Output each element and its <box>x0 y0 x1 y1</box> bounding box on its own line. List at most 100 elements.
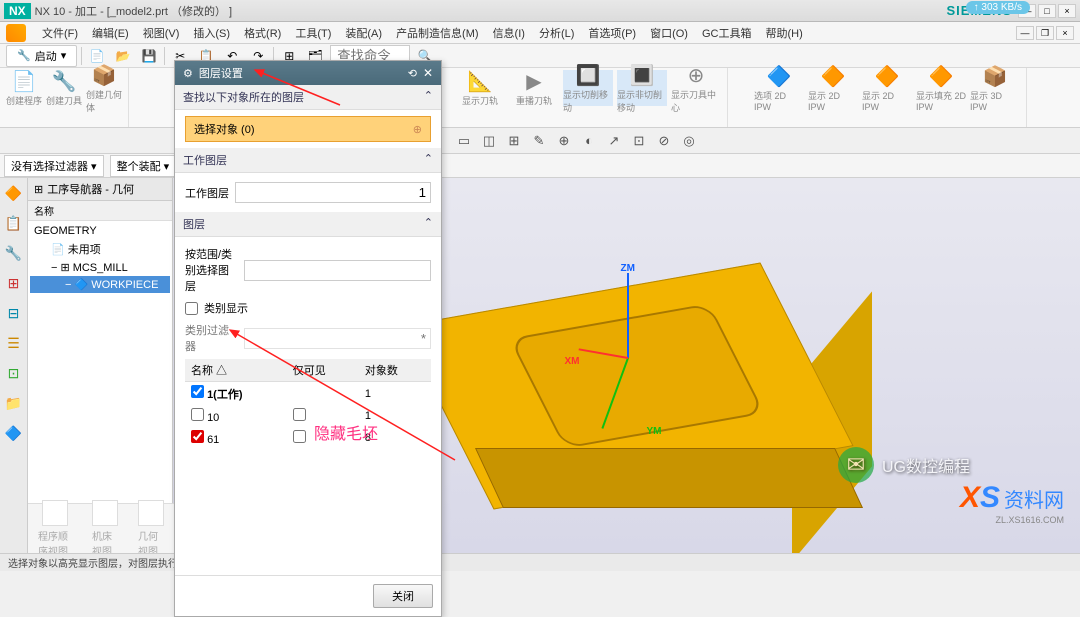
col-name[interactable]: 名称 △ <box>185 359 287 382</box>
dialog-close[interactable]: ✕ <box>423 66 433 80</box>
layer-10-check[interactable] <box>191 408 204 421</box>
layer-61-vis[interactable] <box>293 430 306 443</box>
rb-show-2dipw2[interactable]: 🔶显示 2D IPW <box>862 70 912 106</box>
category-filter-input[interactable] <box>244 328 431 349</box>
menu-info[interactable]: 信息(I) <box>487 23 531 43</box>
wm-text: UG数控编程 <box>882 453 970 477</box>
nav-column-header[interactable]: 名称 <box>28 201 172 221</box>
rail-b9[interactable]: 🔷 <box>3 422 25 444</box>
menu-edit[interactable]: 编辑(E) <box>86 23 135 43</box>
rb-lbl: 显示刀轨 <box>462 94 498 107</box>
launch-label: 启动 <box>35 48 57 64</box>
rail-b7[interactable]: ⊡ <box>3 362 25 384</box>
st-b3[interactable]: ⊞ <box>503 130 525 152</box>
network-speed-badge: ↑ 303 KB/s <box>966 1 1030 14</box>
menu-gc[interactable]: GC工具箱 <box>696 23 758 43</box>
wechat-watermark: ✉ UG数控编程 <box>838 447 970 483</box>
section-layers[interactable]: 图层⌃ <box>175 212 441 237</box>
rb-cut-move[interactable]: 🔲显示切削移动 <box>563 70 613 106</box>
rb-replay[interactable]: ▶重播刀轨 <box>509 70 559 106</box>
st-b2[interactable]: ◫ <box>478 130 500 152</box>
col-count[interactable]: 对象数 <box>359 359 431 382</box>
layer-10-vis[interactable] <box>293 408 306 421</box>
range-input[interactable] <box>244 260 431 281</box>
select-object-row[interactable]: 选择对象 (0) ⊕ <box>185 116 431 142</box>
menu-tools[interactable]: 工具(T) <box>289 23 337 43</box>
rail-hist[interactable]: ⊞ <box>3 272 25 294</box>
rb-tool-center[interactable]: ⊕显示刀具中心 <box>671 70 721 106</box>
rail-b8[interactable]: 📁 <box>3 392 25 414</box>
layer-61-check[interactable] <box>191 430 204 443</box>
menu-pmi[interactable]: 产品制造信息(M) <box>390 23 485 43</box>
rb-3dipw[interactable]: 📦显示 3D IPW <box>970 70 1020 106</box>
rb-fill-2dipw[interactable]: 🔶显示填充 2D IPW <box>916 70 966 106</box>
st-b6[interactable]: ◐ <box>578 130 600 152</box>
section-find-layer[interactable]: 查找以下对象所在的图层⌃ <box>175 85 441 110</box>
rb-create-program[interactable]: 📄创建程序 <box>6 70 42 106</box>
st-b8[interactable]: ⊡ <box>628 130 650 152</box>
menu-format[interactable]: 格式(R) <box>238 23 287 43</box>
rb-create-geom[interactable]: 📦创建几何体 <box>86 70 122 106</box>
doc-restore[interactable]: ❐ <box>1036 26 1054 40</box>
launch-button[interactable]: 🔧 启动 ▾ <box>6 45 77 67</box>
rail-reuse[interactable]: 🔧 <box>3 242 25 264</box>
doc-minimize[interactable]: — <box>1016 26 1034 40</box>
maximize-button[interactable]: □ <box>1038 4 1056 18</box>
rb-create-tool[interactable]: 🔧创建刀具 <box>46 70 82 106</box>
target-icon: ⊕ <box>413 123 422 136</box>
menu-window[interactable]: 窗口(O) <box>644 23 694 43</box>
pin-icon[interactable]: ⟲ <box>408 67 417 80</box>
doc-close[interactable]: × <box>1056 26 1074 40</box>
work-layer-input[interactable] <box>235 182 431 203</box>
st-b4[interactable]: ✎ <box>528 130 550 152</box>
st-b9[interactable]: ⊘ <box>653 130 675 152</box>
layer-row-61[interactable]: 61 8 <box>185 427 431 449</box>
st-b7[interactable]: ↗ <box>603 130 625 152</box>
tree-unused[interactable]: 📄 未用项 <box>30 239 170 259</box>
rb-show-toolpath[interactable]: 📐显示刀轨 <box>455 70 505 106</box>
main-area: 🔶 📋 🔧 ⊞ ⊟ ☰ ⊡ 📁 🔷 ⊞ 工序导航器 - 几何 名称 GEOMET… <box>0 178 1080 553</box>
thumb-geometry[interactable]: 几何视图 <box>138 500 164 558</box>
col-visible[interactable]: 仅可见 <box>287 359 359 382</box>
close-button[interactable]: × <box>1058 4 1076 18</box>
layer-1-check[interactable] <box>191 385 204 398</box>
st-b1[interactable]: ▭ <box>453 130 475 152</box>
menu-prefs[interactable]: 首选项(P) <box>582 23 642 43</box>
rb-noncut-move[interactable]: 🔳显示非切削移动 <box>617 70 667 106</box>
rail-roles[interactable]: ⊟ <box>3 302 25 324</box>
menu-view[interactable]: 视图(V) <box>137 23 186 43</box>
tree-workpiece[interactable]: − 🔷 WORKPIECE <box>30 276 170 293</box>
category-display-check[interactable] <box>185 302 198 315</box>
selection-filter[interactable]: 没有选择过滤器 ▾ <box>4 155 104 177</box>
rb-lbl: 显示 2D IPW <box>862 89 912 112</box>
layer-row-1[interactable]: 1(工作) 1 <box>185 382 431 406</box>
collapse-icon: ⌃ <box>424 216 433 232</box>
menu-insert[interactable]: 插入(S) <box>187 23 236 43</box>
dialog-titlebar[interactable]: ⚙ 图层设置 ⟲ ✕ <box>175 61 441 85</box>
rb-opt-2dipw[interactable]: 🔷选项 2D IPW <box>754 70 804 106</box>
menu-assembly[interactable]: 装配(A) <box>339 23 388 43</box>
xs-url: ZL.XS1616.COM <box>960 515 1064 525</box>
ipw-icon: 🔷 <box>767 64 792 89</box>
dialog-close-button[interactable]: 关闭 <box>373 584 433 608</box>
st-b5[interactable]: ⊕ <box>553 130 575 152</box>
layer-row-10[interactable]: 10 1 <box>185 405 431 427</box>
rb-lbl: 重播刀轨 <box>516 94 552 107</box>
tool-icon: 🔧 <box>52 69 77 94</box>
status-bar: 选择对象以高亮显示图层，对图层执行 MB3 以修改对象移动/复制到图层 <box>0 553 1080 571</box>
menu-analysis[interactable]: 分析(L) <box>533 23 580 43</box>
menu-file[interactable]: 文件(F) <box>36 23 84 43</box>
tree-geometry[interactable]: GEOMETRY <box>30 223 170 239</box>
tree-mcs[interactable]: − ⊞ MCS_MILL <box>30 259 170 276</box>
rail-part[interactable]: 📋 <box>3 212 25 234</box>
rb-show-2dipw[interactable]: 🔶显示 2D IPW <box>808 70 858 106</box>
menu-help[interactable]: 帮助(H) <box>759 23 808 43</box>
rail-b6[interactable]: ☰ <box>3 332 25 354</box>
thumb-machine[interactable]: 机床视图 <box>92 500 118 558</box>
section-label: 查找以下对象所在的图层 <box>183 89 304 105</box>
section-work-layer[interactable]: 工作图层⌃ <box>175 148 441 173</box>
rail-nav[interactable]: 🔶 <box>3 182 25 204</box>
tb-save[interactable]: 💾 <box>138 46 160 66</box>
thumb-program[interactable]: 程序顺序视图 <box>38 500 72 558</box>
st-b10[interactable]: ◎ <box>678 130 700 152</box>
